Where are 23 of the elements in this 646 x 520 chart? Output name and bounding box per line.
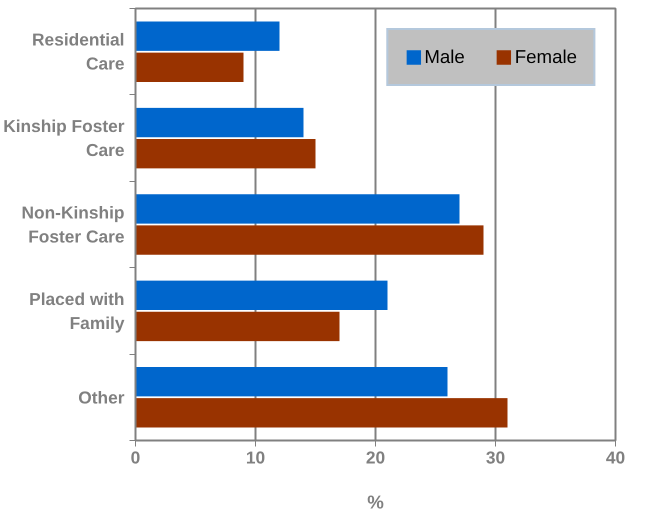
y-tick-label: Residential Care xyxy=(32,30,125,74)
bar xyxy=(136,398,508,428)
bar xyxy=(136,280,388,310)
bar xyxy=(136,225,484,255)
y-tick-label: Placed with Family xyxy=(29,288,125,333)
bar xyxy=(136,367,448,396)
x-axis-title: % xyxy=(367,492,384,512)
y-tick-label: Non-Kinship Foster Care xyxy=(22,202,125,246)
x-tick-label: 40 xyxy=(606,448,626,468)
bar xyxy=(136,52,244,82)
bar xyxy=(136,138,316,168)
bar xyxy=(136,312,340,342)
x-tick-label: 20 xyxy=(366,448,386,468)
x-tick-label: 30 xyxy=(486,448,506,468)
bar xyxy=(136,21,280,51)
x-tick-label: 0 xyxy=(130,448,140,468)
x-tick-label: 10 xyxy=(246,448,266,468)
legend-label: Male xyxy=(424,46,465,68)
bar xyxy=(136,108,304,138)
y-tick-label: Other xyxy=(78,387,125,408)
bar xyxy=(136,194,460,224)
legend-label: Female xyxy=(514,46,577,68)
y-tick-label: Kinship Foster Care xyxy=(3,116,125,160)
